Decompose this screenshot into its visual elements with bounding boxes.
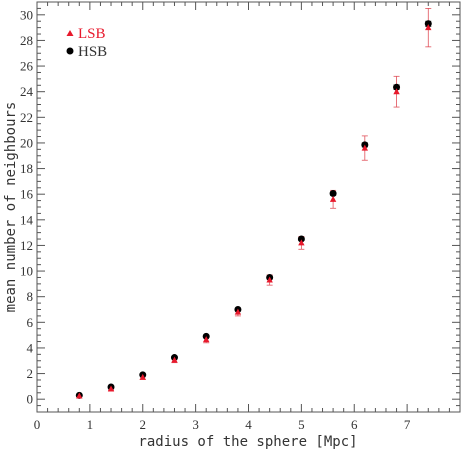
- lsb-point: [107, 385, 115, 392]
- y-tick-label: 26: [20, 59, 34, 74]
- lsb-point: [139, 373, 146, 380]
- y-tick-label: 0: [27, 392, 34, 407]
- hsb-point: [297, 235, 305, 243]
- legend-hsb-label: HSB: [78, 44, 107, 60]
- x-tick-labels: 0 1 2 3 4 5 6 7: [34, 417, 411, 432]
- x-tick-label: 4: [245, 417, 252, 432]
- lsb-point: [298, 239, 305, 246]
- error-bars: [108, 8, 432, 391]
- y-tick-label: 6: [27, 315, 34, 330]
- lsb-point: [266, 276, 273, 283]
- y-axis-title: mean number of neighbours: [3, 102, 19, 313]
- y-tick-label: 30: [20, 7, 33, 22]
- legend-lsb-triangle-icon: [66, 30, 74, 36]
- x-tick-label: 7: [404, 417, 411, 432]
- y-tick-label: 18: [20, 161, 33, 176]
- y-tick-label: 28: [20, 33, 33, 48]
- y-tick-label: 22: [20, 110, 33, 125]
- hsb-point: [393, 83, 401, 91]
- lsb-point: [393, 88, 400, 95]
- plot-frame: [36, 1, 461, 413]
- x-tick-label: 2: [140, 417, 147, 432]
- lsb-point: [425, 24, 432, 31]
- lsb-point: [171, 356, 178, 363]
- y-tick-label: 12: [20, 238, 33, 253]
- lsb-point: [234, 308, 242, 315]
- y-tick-label: 2: [27, 366, 34, 381]
- y-tick-label: 14: [20, 212, 34, 227]
- y-tick-label: 24: [20, 84, 34, 99]
- x-tick-label: 0: [34, 417, 41, 432]
- legend: LSB HSB: [66, 26, 107, 60]
- hsb-point: [329, 190, 337, 198]
- lsb-point: [361, 144, 369, 151]
- y-tick-label: 20: [20, 135, 33, 150]
- lsb-point: [76, 392, 83, 399]
- hsb-point: [424, 20, 432, 28]
- x-tick-label: 1: [87, 417, 94, 432]
- lsb-point: [329, 195, 337, 202]
- legend-hsb-circle-icon: [66, 47, 74, 55]
- axis-ticks: [36, 1, 461, 413]
- lsb-point: [203, 336, 210, 343]
- y-tick-label: 16: [20, 187, 34, 202]
- x-axis-title: radius of the sphere [Mpc]: [138, 434, 357, 450]
- legend-lsb-label: LSB: [78, 26, 106, 42]
- x-tick-label: 5: [298, 417, 305, 432]
- x-tick-label: 6: [351, 417, 358, 432]
- data-points: [75, 20, 432, 399]
- y-tick-label: 4: [27, 340, 34, 355]
- x-tick-label: 3: [192, 417, 199, 432]
- y-tick-label: 10: [20, 264, 33, 279]
- y-tick-label: 8: [27, 289, 34, 304]
